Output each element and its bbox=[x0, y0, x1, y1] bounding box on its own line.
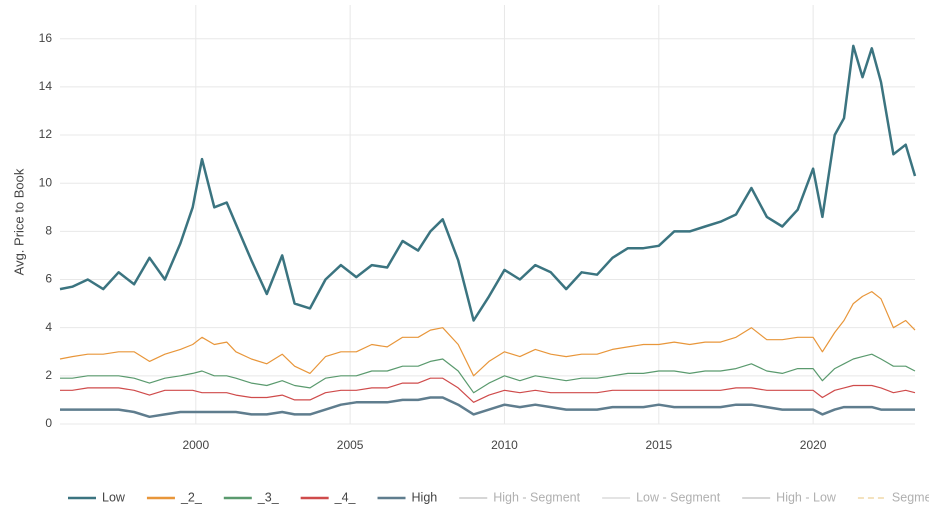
y-tick-label: 6 bbox=[45, 272, 52, 286]
series-line bbox=[59, 44, 917, 322]
legend-item: Low bbox=[68, 490, 126, 504]
y-tick-label: 16 bbox=[39, 31, 53, 45]
legend-label: Low bbox=[102, 490, 126, 504]
x-tick-label: 2000 bbox=[182, 438, 209, 452]
legend-label: High bbox=[412, 490, 438, 504]
x-tick-label: 2005 bbox=[337, 438, 364, 452]
legend-item: High - Low bbox=[742, 490, 837, 504]
y-tick-label: 10 bbox=[39, 175, 53, 189]
legend-label: _3_ bbox=[257, 490, 280, 504]
legend-item: Low - Segment bbox=[602, 490, 721, 504]
legend-item: _3_ bbox=[223, 490, 280, 504]
legend-item: High bbox=[377, 490, 438, 504]
legend-label: _4_ bbox=[334, 490, 357, 504]
legend-label: High - Low bbox=[776, 490, 837, 504]
x-tick-label: 2010 bbox=[491, 438, 518, 452]
legend-item: Segment bbox=[857, 490, 929, 504]
legend-label: _2_ bbox=[180, 490, 203, 504]
x-tick-label: 2020 bbox=[800, 438, 827, 452]
y-tick-label: 8 bbox=[45, 224, 52, 238]
y-tick-label: 4 bbox=[45, 320, 52, 334]
legend-item: High - Segment bbox=[459, 490, 581, 504]
legend-label: Segment bbox=[892, 490, 929, 504]
legend-item: _4_ bbox=[300, 490, 357, 504]
series-line bbox=[60, 377, 916, 403]
series-line bbox=[59, 291, 916, 377]
series-line bbox=[60, 396, 915, 419]
legend-label: High - Segment bbox=[493, 490, 580, 504]
y-tick-label: 14 bbox=[39, 79, 53, 93]
y-axis-label: Avg. Price to Book bbox=[11, 168, 26, 275]
series-line bbox=[60, 353, 916, 394]
y-tick-label: 2 bbox=[45, 368, 52, 382]
x-tick-label: 2015 bbox=[645, 438, 672, 452]
y-tick-label: 12 bbox=[39, 127, 53, 141]
y-tick-label: 0 bbox=[45, 416, 52, 430]
legend-label: Low - Segment bbox=[636, 490, 721, 504]
legend-item: _2_ bbox=[146, 490, 203, 504]
